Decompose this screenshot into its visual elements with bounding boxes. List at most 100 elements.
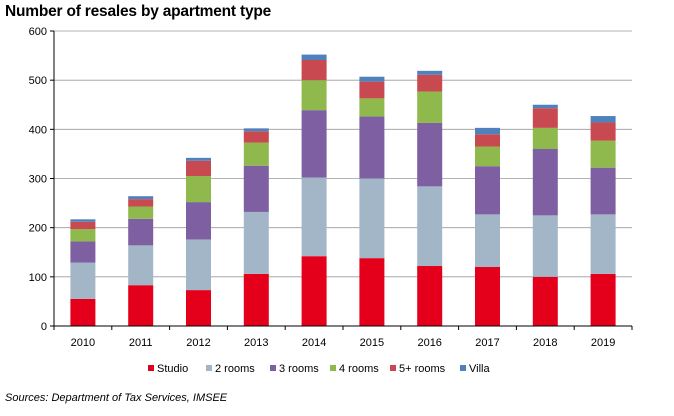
bar-segment-3-rooms-2014 xyxy=(301,110,327,178)
bar-segment-3-rooms-2010 xyxy=(70,241,96,263)
y-tick-labels: 0 100 200 300 400 500 600 xyxy=(29,26,54,333)
bar-segment-studio-2016 xyxy=(417,266,443,326)
bar-segment-5-rooms-2013 xyxy=(243,131,269,143)
legend-swatch xyxy=(206,365,212,371)
legend-label: Villa xyxy=(469,363,490,375)
legend-swatch xyxy=(460,365,466,371)
bar-segment-4-rooms-2014 xyxy=(301,80,327,111)
bar-segment-3-rooms-2013 xyxy=(243,165,269,212)
bar-segment-5-rooms-2012 xyxy=(186,160,211,177)
bar-segment-5-rooms-2016 xyxy=(417,74,443,92)
bar-segment-2-rooms-2010 xyxy=(70,262,96,299)
legend-item-2-rooms: 2 rooms xyxy=(206,363,255,375)
bar-segment-5-rooms-2019 xyxy=(590,122,616,141)
bar-segment-3-rooms-2012 xyxy=(186,202,211,240)
legend-swatch xyxy=(330,365,336,371)
bar-segment-studio-2019 xyxy=(590,273,616,326)
bar-segment-2-rooms-2011 xyxy=(128,245,154,286)
bar-segment-5-rooms-2018 xyxy=(532,108,558,128)
y-tick-label: 200 xyxy=(29,223,47,235)
legend-label: Studio xyxy=(157,363,188,375)
bar-segment-3-rooms-2011 xyxy=(128,218,154,246)
bar-segment-studio-2013 xyxy=(243,273,269,326)
x-tick-label: 2018 xyxy=(533,337,557,349)
legend-item-studio: Studio xyxy=(148,363,188,375)
y-tick-label: 400 xyxy=(29,124,47,136)
x-tick-label: 2017 xyxy=(475,337,499,349)
bar-segment-4-rooms-2017 xyxy=(475,146,500,167)
legend-label: 2 rooms xyxy=(215,363,255,375)
y-tick-label: 600 xyxy=(29,26,47,38)
y-tick-label: 300 xyxy=(29,174,47,186)
x-tick-label: 2015 xyxy=(360,337,384,349)
bar-segment-studio-2015 xyxy=(359,258,385,326)
bar-segment-3-rooms-2016 xyxy=(417,122,443,187)
x-tick-label: 2012 xyxy=(186,337,210,349)
legend-label: 3 rooms xyxy=(279,363,319,375)
bar-segment-5-rooms-2010 xyxy=(70,221,96,230)
legend: Studio 2 rooms 3 rooms 4 rooms 5+ rooms Villa xyxy=(148,363,490,375)
x-tick-label: 2013 xyxy=(244,337,268,349)
bar-segment-2-rooms-2016 xyxy=(417,186,443,267)
bar-segment-5-rooms-2017 xyxy=(475,134,500,147)
bar-segment-3-rooms-2017 xyxy=(475,166,500,215)
bar-segment-villa-2019 xyxy=(590,116,616,123)
bar-segment-2-rooms-2014 xyxy=(301,177,327,257)
bar-segment-3-rooms-2015 xyxy=(359,116,385,179)
bar-segment-4-rooms-2019 xyxy=(590,140,616,168)
bar-segment-studio-2012 xyxy=(186,290,211,326)
bar-segment-villa-2010 xyxy=(70,219,96,222)
bar-segment-4-rooms-2013 xyxy=(243,142,269,166)
bar-segment-villa-2018 xyxy=(532,104,558,109)
legend-item-3-rooms: 3 rooms xyxy=(270,363,319,375)
legend-item-villa: Villa xyxy=(460,363,490,375)
bar-segment-studio-2010 xyxy=(70,298,96,326)
bar-segment-2-rooms-2013 xyxy=(243,211,269,274)
legend-label: 4 rooms xyxy=(339,363,379,375)
bar-segment-villa-2016 xyxy=(417,70,443,75)
bars xyxy=(70,54,616,326)
legend-item-4-rooms: 4 rooms xyxy=(330,363,379,375)
bar-segment-2-rooms-2015 xyxy=(359,178,385,259)
source-note: Sources: Department of Tax Services, IMS… xyxy=(5,392,228,404)
bar-segment-studio-2018 xyxy=(532,276,558,326)
bar-segment-4-rooms-2011 xyxy=(128,206,154,219)
bar-segment-4-rooms-2018 xyxy=(532,127,558,149)
x-tick-label: 2011 xyxy=(129,337,153,349)
bar-segment-3-rooms-2018 xyxy=(532,149,558,216)
legend-item-5-rooms: 5+ rooms xyxy=(390,363,446,375)
bar-segment-2-rooms-2017 xyxy=(475,214,500,267)
y-tick-label: 100 xyxy=(29,272,47,284)
bar-segment-2-rooms-2019 xyxy=(590,214,616,274)
y-tick-label: 0 xyxy=(41,321,47,333)
bar-segment-studio-2017 xyxy=(475,267,500,326)
x-tick-label: 2016 xyxy=(417,337,441,349)
x-tick-label: 2019 xyxy=(591,337,615,349)
legend-swatch xyxy=(148,365,154,371)
bar-segment-4-rooms-2016 xyxy=(417,91,443,123)
legend-swatch xyxy=(270,365,276,371)
bar-segment-villa-2013 xyxy=(243,128,269,132)
x-tick-labels: 2010 2011 2012 2013 2014 2015 2016 2017 2018 2019 xyxy=(53,326,633,349)
bar-segment-villa-2015 xyxy=(359,76,385,82)
bar-segment-studio-2014 xyxy=(301,256,327,326)
chart-title: Number of resales by apartment type xyxy=(5,3,272,20)
bar-segment-2-rooms-2012 xyxy=(186,239,211,291)
bar-segment-5-rooms-2014 xyxy=(301,60,327,81)
x-tick-label: 2014 xyxy=(302,337,326,349)
bar-segment-villa-2014 xyxy=(301,54,327,61)
y-tick-label: 500 xyxy=(29,75,47,87)
bar-segment-studio-2011 xyxy=(128,285,154,326)
bar-segment-villa-2012 xyxy=(186,157,211,161)
bar-segment-2-rooms-2018 xyxy=(532,215,558,277)
legend-swatch xyxy=(390,365,396,371)
bar-segment-5-rooms-2015 xyxy=(359,81,385,99)
bar-segment-3-rooms-2019 xyxy=(590,167,616,215)
bar-segment-villa-2011 xyxy=(128,196,154,200)
bar-segment-4-rooms-2015 xyxy=(359,98,385,117)
bar-segment-4-rooms-2012 xyxy=(186,176,211,203)
legend-label: 5+ rooms xyxy=(399,363,446,375)
bar-segment-5-rooms-2011 xyxy=(128,199,154,207)
x-tick-label: 2010 xyxy=(71,337,95,349)
